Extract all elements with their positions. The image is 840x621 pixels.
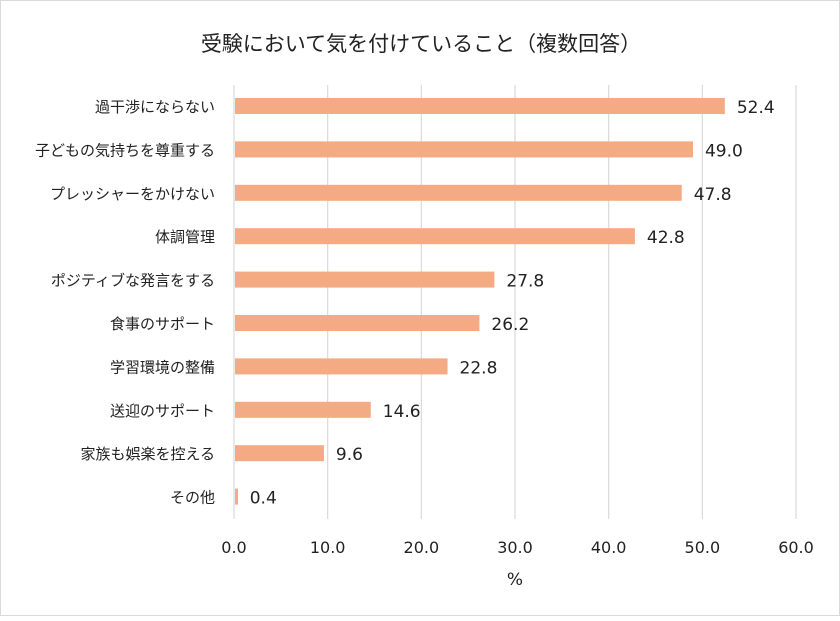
data-label: 22.8 [460, 358, 498, 378]
bar [235, 401, 371, 418]
data-label: 47.8 [694, 185, 732, 205]
x-tick-label: 10.0 [310, 538, 346, 557]
category-label: 体調管理 [155, 228, 215, 246]
category-label: 子どもの気持ちを尊重する [35, 141, 215, 159]
bar [235, 488, 238, 505]
data-label: 9.6 [336, 445, 363, 465]
category-label: 過干渉にならない [95, 98, 215, 116]
bar [235, 141, 693, 158]
bar [235, 358, 448, 375]
data-label: 52.4 [737, 98, 775, 118]
bar [235, 445, 324, 462]
x-tick-label: 50.0 [685, 538, 721, 557]
bar [235, 98, 725, 114]
data-label: 49.0 [705, 141, 743, 161]
x-tick-label: 60.0 [778, 538, 814, 557]
category-label: その他 [170, 489, 215, 507]
x-tick-label: 20.0 [404, 538, 440, 557]
data-label: 26.2 [491, 315, 529, 335]
x-tick-label: 0.0 [221, 538, 246, 557]
x-tick-label: 40.0 [591, 538, 627, 557]
chart-title: 受験において気を付けていること（複数回答） [201, 32, 641, 56]
data-label: 14.6 [383, 402, 421, 422]
category-label: プレッシャーをかけない [50, 185, 215, 203]
data-label: 27.8 [506, 272, 544, 292]
x-axis-label: % [507, 570, 523, 590]
category-label: 学習環境の整備 [110, 358, 215, 376]
data-label: 0.4 [250, 489, 277, 509]
category-label: 送迎のサポート [110, 402, 215, 420]
category-label: ポジティブな発言をする [51, 272, 215, 290]
category-label: 家族も娯楽を控える [80, 445, 215, 463]
bar [235, 228, 635, 245]
x-tick-label: 30.0 [497, 538, 533, 557]
category-label: 食事のサポート [110, 315, 215, 333]
bar [235, 315, 480, 331]
bar [235, 184, 682, 201]
data-label: 42.8 [647, 228, 685, 248]
bar [235, 271, 495, 288]
